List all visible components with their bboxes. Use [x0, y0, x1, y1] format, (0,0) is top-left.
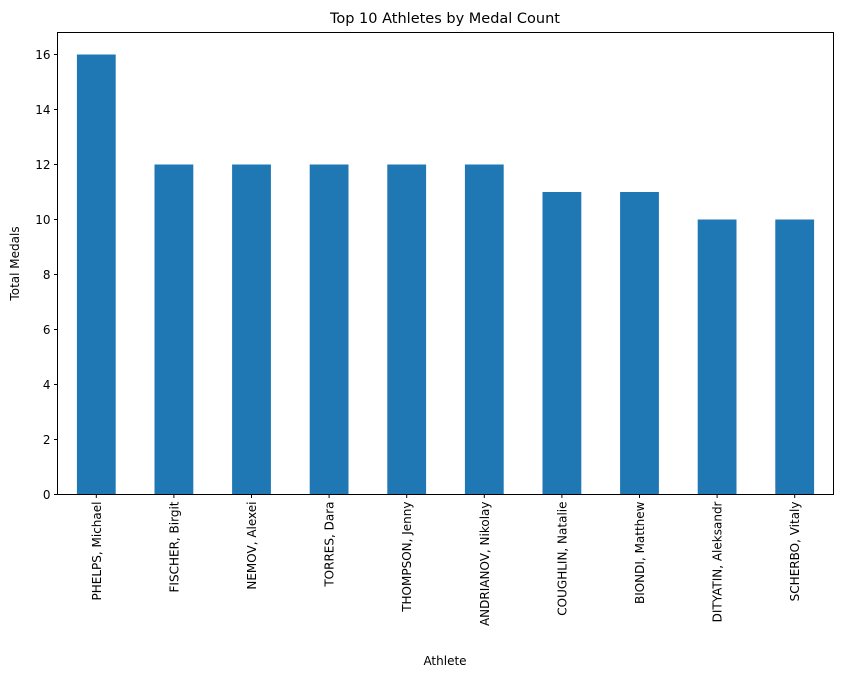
bar: [387, 164, 427, 495]
y-tick-label: 6: [43, 323, 51, 337]
bar: [697, 219, 737, 495]
bar: [309, 164, 349, 495]
y-tick-label: 4: [43, 378, 51, 392]
y-tick-label: 16: [35, 48, 50, 62]
y-tick-label: 2: [43, 433, 51, 447]
x-tick-label: NEMOV, Alexei: [245, 502, 259, 590]
plot-frame: [57, 32, 834, 495]
y-axis-label: Total Medals: [8, 226, 22, 301]
y-tick-label: 10: [35, 213, 50, 227]
x-tick-label: FISCHER, Birgit: [167, 501, 181, 592]
y-tick-label: 14: [35, 103, 50, 117]
x-tick-label: TORRES, Dara: [323, 502, 337, 588]
x-tick-label: SCHERBO, Vitaly: [788, 502, 802, 602]
x-tick-label: PHELPS, Michael: [90, 502, 104, 601]
bar: [154, 164, 194, 495]
bar: [76, 54, 116, 495]
x-tick-label: ANDRIANOV, Nikolay: [478, 502, 492, 627]
bar: [775, 219, 815, 495]
x-axis: PHELPS, Michael FISCHER, Birgit NEMOV, Ale…: [90, 494, 802, 627]
bar: [464, 164, 504, 495]
x-axis-label: Athlete: [423, 654, 466, 668]
bars-group: [76, 54, 815, 495]
y-tick-label: 0: [43, 488, 51, 502]
x-tick-label: DITYATIN, Aleksandr: [711, 501, 725, 622]
bar: [620, 192, 659, 495]
y-tick-label: 8: [43, 268, 51, 282]
x-tick-label: COUGHLIN, Natalie: [555, 502, 569, 616]
chart-title: Top 10 Athletes by Medal Count: [329, 11, 560, 27]
y-tick-label: 12: [35, 158, 50, 172]
bar: [542, 192, 582, 495]
x-tick-label: THOMPSON, Jenny: [400, 502, 414, 613]
bar: [232, 164, 271, 495]
x-tick-label: BIONDI, Matthew: [633, 501, 647, 604]
y-axis: 0 2 4 6 8 10 12 14 16: [35, 48, 58, 502]
